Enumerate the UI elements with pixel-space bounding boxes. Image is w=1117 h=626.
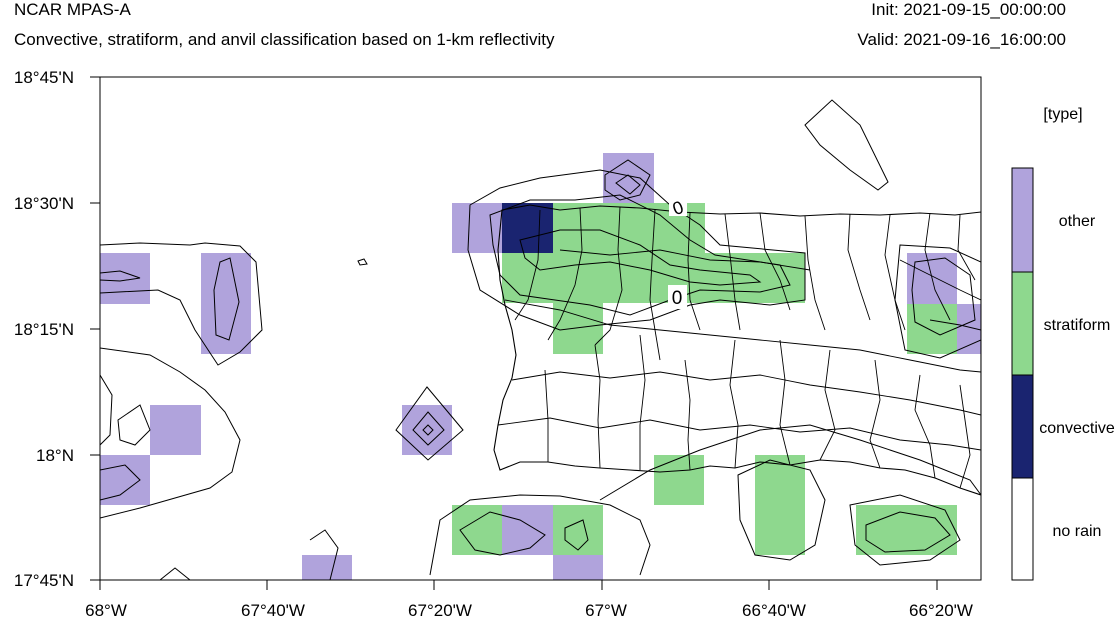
contour-labels: 0 0 bbox=[668, 197, 687, 309]
cell-other bbox=[502, 505, 553, 555]
lat-tick-label: 18°15'N bbox=[14, 320, 74, 339]
lon-tick-labels: 68°W 67°40'W 67°20'W 67°W 66°40'W 66°20'… bbox=[85, 601, 973, 620]
cell-other bbox=[100, 253, 150, 304]
cell-other bbox=[100, 455, 150, 505]
cell-stratiform bbox=[755, 455, 805, 555]
legend-label-stratiform: stratiform bbox=[1044, 317, 1111, 334]
init-time: Init: 2021-09-15_00:00:00 bbox=[871, 0, 1066, 19]
municipal-boundaries bbox=[497, 206, 981, 489]
lon-tick-marks bbox=[99, 580, 938, 590]
legend-swatch-convective bbox=[1011, 374, 1034, 479]
contour-label: 0 bbox=[672, 288, 683, 309]
legend-label-convective: convective bbox=[1039, 420, 1115, 437]
legend-label-other: other bbox=[1059, 213, 1096, 230]
legend-label-no-rain: no rain bbox=[1053, 523, 1102, 540]
cell-other bbox=[201, 253, 251, 354]
legend-title: [type] bbox=[1043, 106, 1082, 123]
valid-time: Valid: 2021-09-16_16:00:00 bbox=[857, 30, 1066, 49]
cell-convective bbox=[502, 203, 553, 253]
lon-tick-label: 66°40'W bbox=[742, 601, 806, 620]
lon-tick-label: 67°20'W bbox=[408, 601, 472, 620]
legend-swatch-no-rain bbox=[1011, 477, 1034, 581]
legend: [type] other stratiform convective no ra… bbox=[1011, 106, 1115, 581]
lon-tick-label: 66°20'W bbox=[909, 601, 973, 620]
lat-tick-label: 18°N bbox=[36, 446, 74, 465]
lat-tick-marks bbox=[90, 76, 100, 581]
cell-stratiform bbox=[553, 505, 603, 555]
cell-stratiform bbox=[856, 505, 957, 555]
lat-tick-label: 18°30'N bbox=[14, 194, 74, 213]
figure-subtitle: Convective, stratiform, and anvil classi… bbox=[14, 30, 555, 49]
figure-title: NCAR MPAS-A bbox=[14, 0, 131, 19]
lat-tick-label: 17°45'N bbox=[14, 571, 74, 590]
cell-other bbox=[452, 203, 502, 253]
legend-swatch-other bbox=[1011, 167, 1034, 273]
classification-cells bbox=[100, 153, 981, 580]
lat-tick-label: 18°45'N bbox=[14, 68, 74, 87]
cell-stratiform bbox=[907, 304, 957, 354]
legend-swatch-stratiform bbox=[1011, 271, 1034, 376]
lon-tick-label: 67°W bbox=[585, 601, 627, 620]
cell-other bbox=[302, 555, 352, 580]
cell-other bbox=[150, 405, 201, 455]
lon-tick-label: 68°W bbox=[85, 601, 127, 620]
lon-tick-label: 67°40'W bbox=[241, 601, 305, 620]
cell-stratiform bbox=[654, 455, 704, 505]
lat-tick-labels: 18°45'N 18°30'N 18°15'N 18°N 17°45'N bbox=[14, 68, 74, 590]
cell-other bbox=[553, 555, 603, 580]
